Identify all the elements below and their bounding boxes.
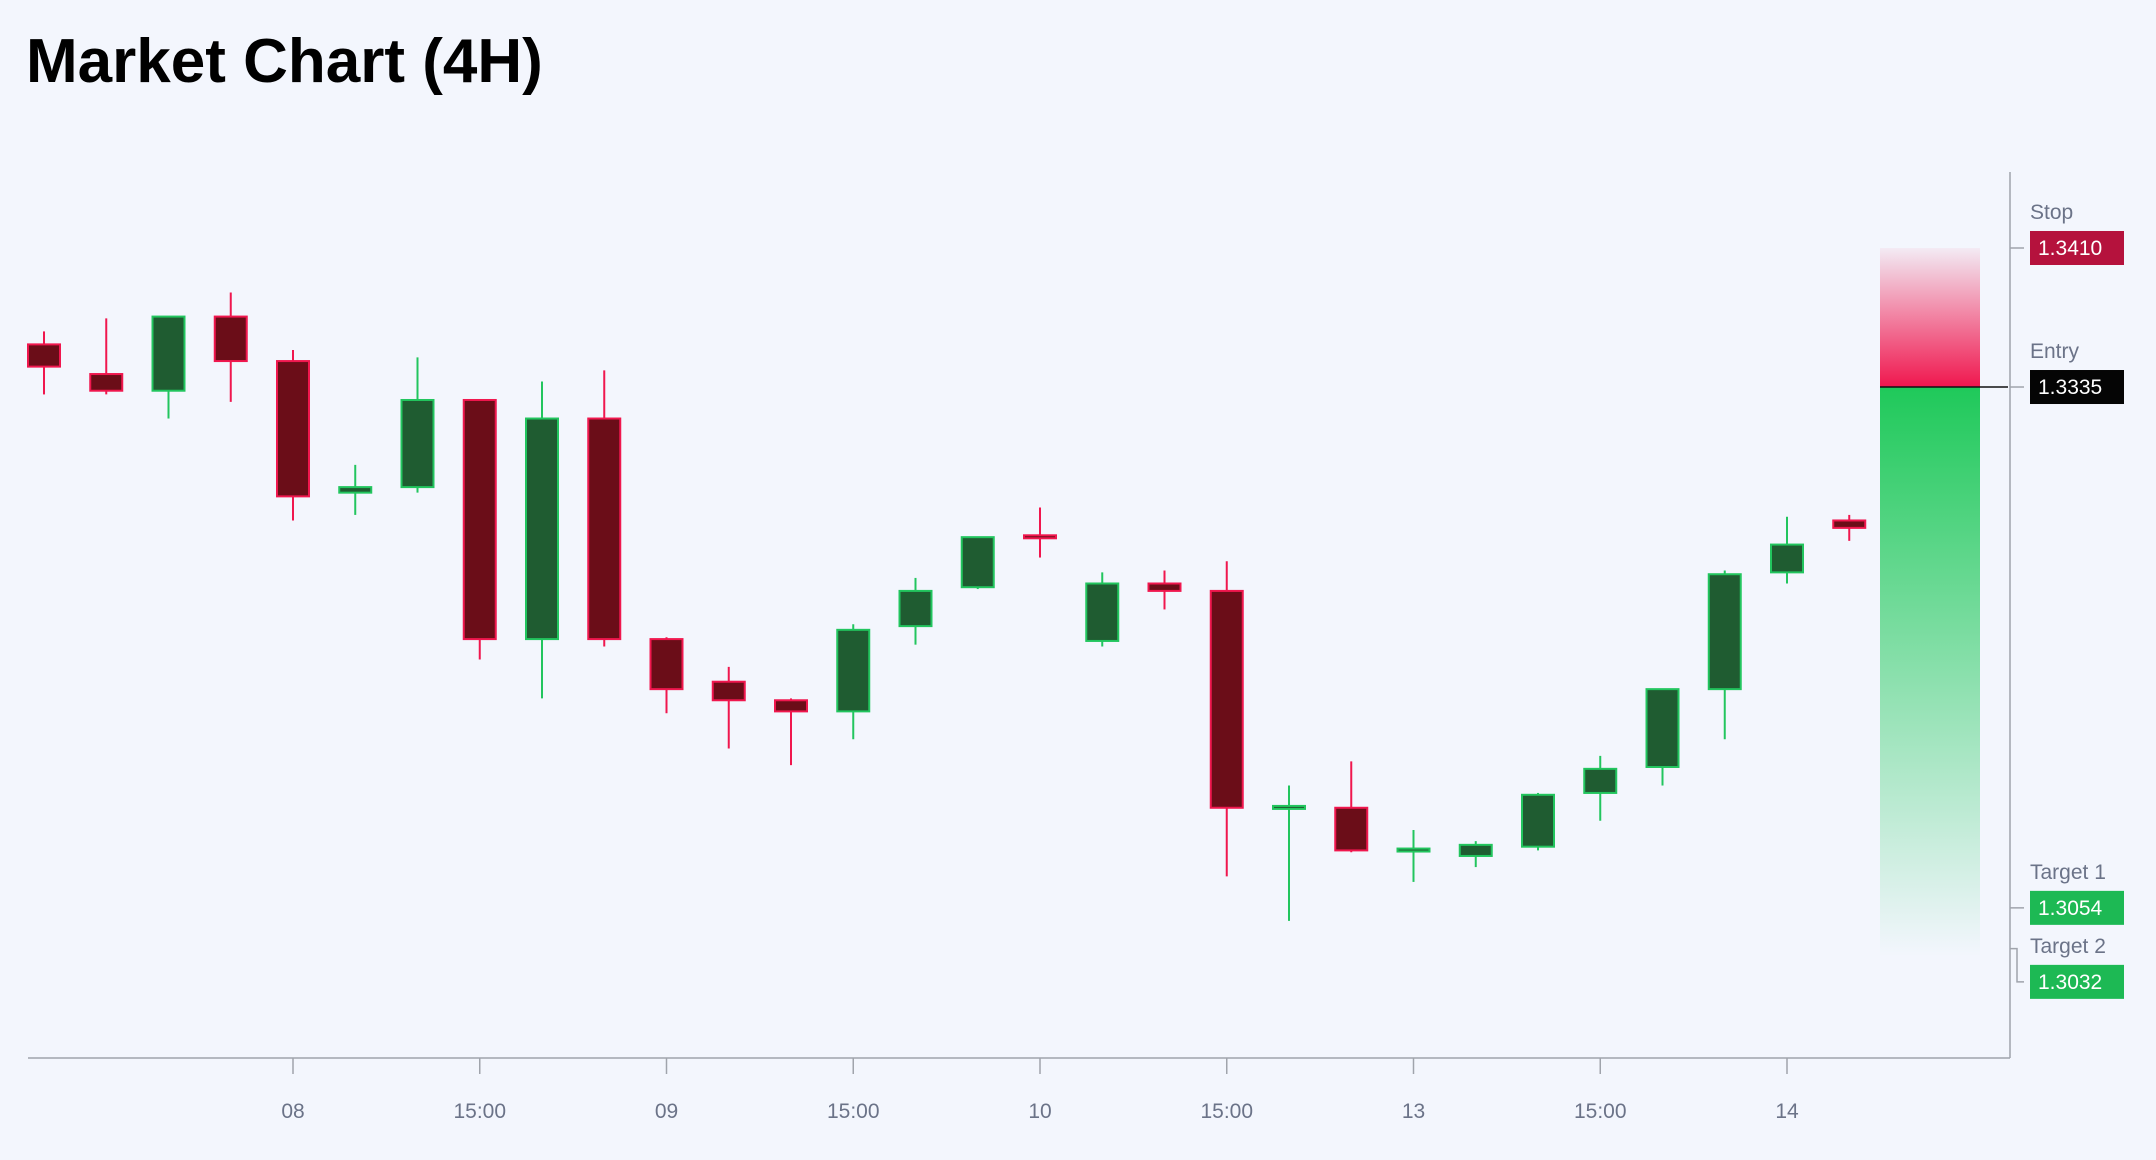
candle xyxy=(587,370,622,647)
candle-body xyxy=(338,486,373,494)
candle xyxy=(213,292,248,402)
candle-body xyxy=(276,360,310,498)
candle-body xyxy=(587,417,622,641)
candle-body xyxy=(400,398,435,489)
candle-body xyxy=(1147,582,1182,592)
level-value: 1.3032 xyxy=(2038,971,2102,994)
candle xyxy=(1085,572,1120,647)
candle xyxy=(960,536,995,590)
x-tick-label: 15:00 xyxy=(453,1100,506,1123)
candle xyxy=(1147,570,1182,610)
candle-body xyxy=(525,417,559,641)
candle-body xyxy=(1272,804,1306,810)
chart-title: Market Chart (4H) xyxy=(26,27,543,96)
candle xyxy=(711,666,746,749)
candle-body xyxy=(960,536,995,589)
x-tick-label: 09 xyxy=(655,1100,678,1123)
candle-body xyxy=(89,373,124,392)
level-value-box xyxy=(2030,230,2124,265)
level-value: 1.3410 xyxy=(2038,237,2102,260)
candle xyxy=(276,349,310,521)
candle-body xyxy=(1770,543,1804,574)
candle xyxy=(1707,570,1742,740)
candle xyxy=(1583,755,1618,821)
level-entry: Entry 1.3335 xyxy=(2010,340,2124,405)
level-value-box xyxy=(2030,370,2124,405)
candle xyxy=(1334,761,1369,853)
candle-body xyxy=(1707,573,1742,691)
level-name: Entry xyxy=(2030,340,2080,363)
candle xyxy=(898,577,933,645)
candle-body xyxy=(1396,847,1431,853)
candles xyxy=(27,292,1867,921)
trade-zones xyxy=(1880,247,2008,957)
candle xyxy=(1209,561,1244,877)
candle-body xyxy=(1334,806,1369,852)
level-target: Target 1 1.3054 xyxy=(2010,861,2124,925)
candle-body xyxy=(1023,534,1057,540)
candle xyxy=(774,698,808,766)
candle xyxy=(151,315,186,419)
candle xyxy=(89,318,124,395)
level-connector xyxy=(2010,947,2024,983)
x-tick-label: 13 xyxy=(1402,1100,1425,1123)
candle-body xyxy=(649,638,684,691)
level-value-box xyxy=(2030,964,2124,999)
candle-body xyxy=(1832,519,1867,529)
candle-body xyxy=(711,680,746,702)
reward-zone xyxy=(1880,387,1980,957)
candle xyxy=(525,381,559,699)
level-value: 1.3335 xyxy=(2038,376,2102,399)
candle xyxy=(1458,841,1493,868)
candle-body xyxy=(462,398,497,641)
candle xyxy=(1832,514,1867,541)
candle xyxy=(649,637,684,714)
candle xyxy=(1272,785,1306,921)
x-tick-label: 10 xyxy=(1028,1100,1051,1123)
candle-body xyxy=(27,343,61,368)
candle-body xyxy=(1085,582,1120,642)
x-tick-label: 15:00 xyxy=(1574,1100,1627,1123)
level-value: 1.3054 xyxy=(2038,897,2103,920)
candle xyxy=(338,464,373,515)
level-stop: Stop 1.3410 xyxy=(2010,201,2124,265)
x-tick-label: 15:00 xyxy=(827,1100,880,1123)
level-name: Target 1 xyxy=(2030,861,2106,884)
candle-body xyxy=(836,628,871,713)
candle xyxy=(400,357,435,493)
candle-body xyxy=(1583,767,1618,794)
level-name: Target 2 xyxy=(2030,935,2106,958)
x-tick-label: 15:00 xyxy=(1200,1100,1253,1123)
candle-body xyxy=(1645,688,1680,768)
x-tick-label: 14 xyxy=(1775,1100,1799,1123)
level-name: Stop xyxy=(2030,201,2073,224)
candle-body xyxy=(774,699,808,713)
candle-body xyxy=(1209,589,1244,809)
level-value-box xyxy=(2030,890,2124,925)
candle-body xyxy=(151,315,186,392)
x-tick-label: 08 xyxy=(281,1100,304,1123)
candle xyxy=(1521,792,1555,851)
candle-body xyxy=(1521,793,1555,848)
candle xyxy=(836,624,871,740)
candle-body xyxy=(213,315,248,363)
candle xyxy=(1645,688,1680,786)
candle xyxy=(1770,516,1804,584)
candle xyxy=(1396,830,1431,882)
candle-body xyxy=(1458,843,1493,857)
axes: 08 15:00 09 15:00 10 15:00 13 15:00 14 xyxy=(28,172,2011,1123)
candle xyxy=(462,398,497,660)
candle xyxy=(1023,507,1057,558)
risk-zone xyxy=(1880,247,1980,388)
candle-body xyxy=(898,589,933,628)
candle xyxy=(27,331,61,395)
level-target: Target 2 1.3032 xyxy=(2010,935,2124,999)
